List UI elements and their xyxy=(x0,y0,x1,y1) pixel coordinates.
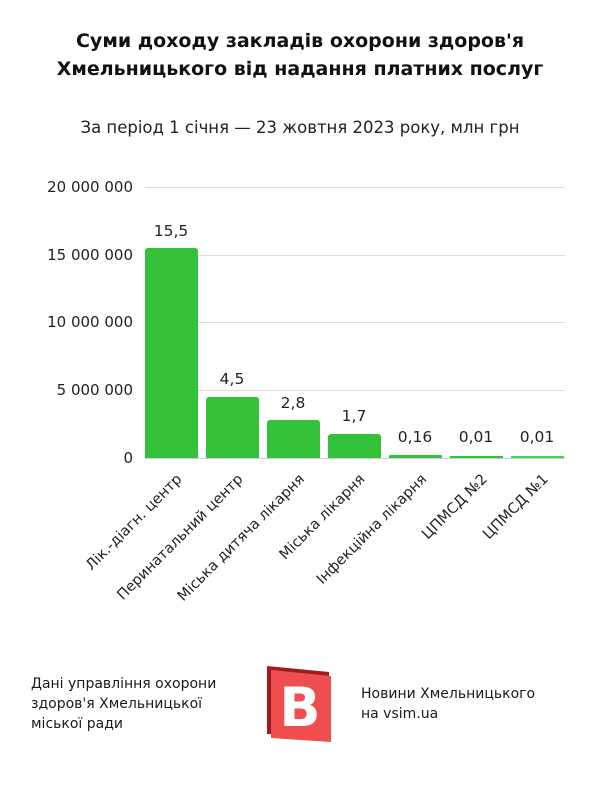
y-tick-label: 5 000 000 xyxy=(56,381,133,399)
logo-letter: B xyxy=(279,676,320,739)
bar-value-label: 0,01 xyxy=(458,428,494,446)
gridline-15m xyxy=(145,255,565,256)
brand-line: на vsim.ua xyxy=(361,706,439,722)
source-line: Дані управління охорони xyxy=(31,676,217,692)
bar-chart: 20 000 000 15 000 000 10 000 000 5 000 0… xyxy=(47,178,565,605)
chart-title: Суми доходу закладів охорони здоров'я Хм… xyxy=(0,27,600,83)
bar-lik-diagn-center xyxy=(145,248,198,458)
chart-subtitle: За період 1 січня — 23 жовтня 2023 року,… xyxy=(80,118,520,137)
source-line: міської ради xyxy=(31,716,124,732)
bar-infectious-hospital xyxy=(389,455,442,458)
bar-value-label: 15,5 xyxy=(153,222,189,240)
gridline-10m xyxy=(145,322,565,323)
bar-city-hospital xyxy=(328,434,381,458)
x-axis-label: Інфекційна лікарня xyxy=(313,471,430,588)
vsim-logo-icon: B xyxy=(265,664,331,742)
chart-title-line2: Хмельницького від надання платних послуг xyxy=(56,58,544,80)
y-tick-label: 20 000 000 xyxy=(47,178,133,196)
data-source-note: Дані управління охорони здоров'я Хмельни… xyxy=(31,674,251,734)
brand-line: Новини Хмельницького xyxy=(361,686,536,702)
brand-note: Новини Хмельницького на vsim.ua xyxy=(361,684,581,724)
bar-value-label: 1,7 xyxy=(341,407,367,425)
bar-perinatal-center xyxy=(206,397,259,458)
source-line: здоров'я Хмельницької xyxy=(31,696,203,712)
gridline-5m xyxy=(145,390,565,391)
y-tick-label: 0 xyxy=(123,449,133,467)
bar-value-label: 4,5 xyxy=(219,370,245,388)
chart-title-line1: Суми доходу закладів охорони здоров'я xyxy=(75,30,525,52)
bar-value-label: 2,8 xyxy=(280,394,306,412)
baseline xyxy=(145,458,565,459)
bar-cpmsd-2 xyxy=(450,456,503,458)
bar-value-label: 0,01 xyxy=(519,428,555,446)
gridline-20m xyxy=(145,187,565,188)
bar-children-hospital xyxy=(267,420,320,458)
y-tick-label: 15 000 000 xyxy=(47,246,133,264)
bar-cpmsd-1 xyxy=(511,456,564,458)
bar-value-label: 0,16 xyxy=(397,428,433,446)
y-tick-label: 10 000 000 xyxy=(47,313,133,331)
